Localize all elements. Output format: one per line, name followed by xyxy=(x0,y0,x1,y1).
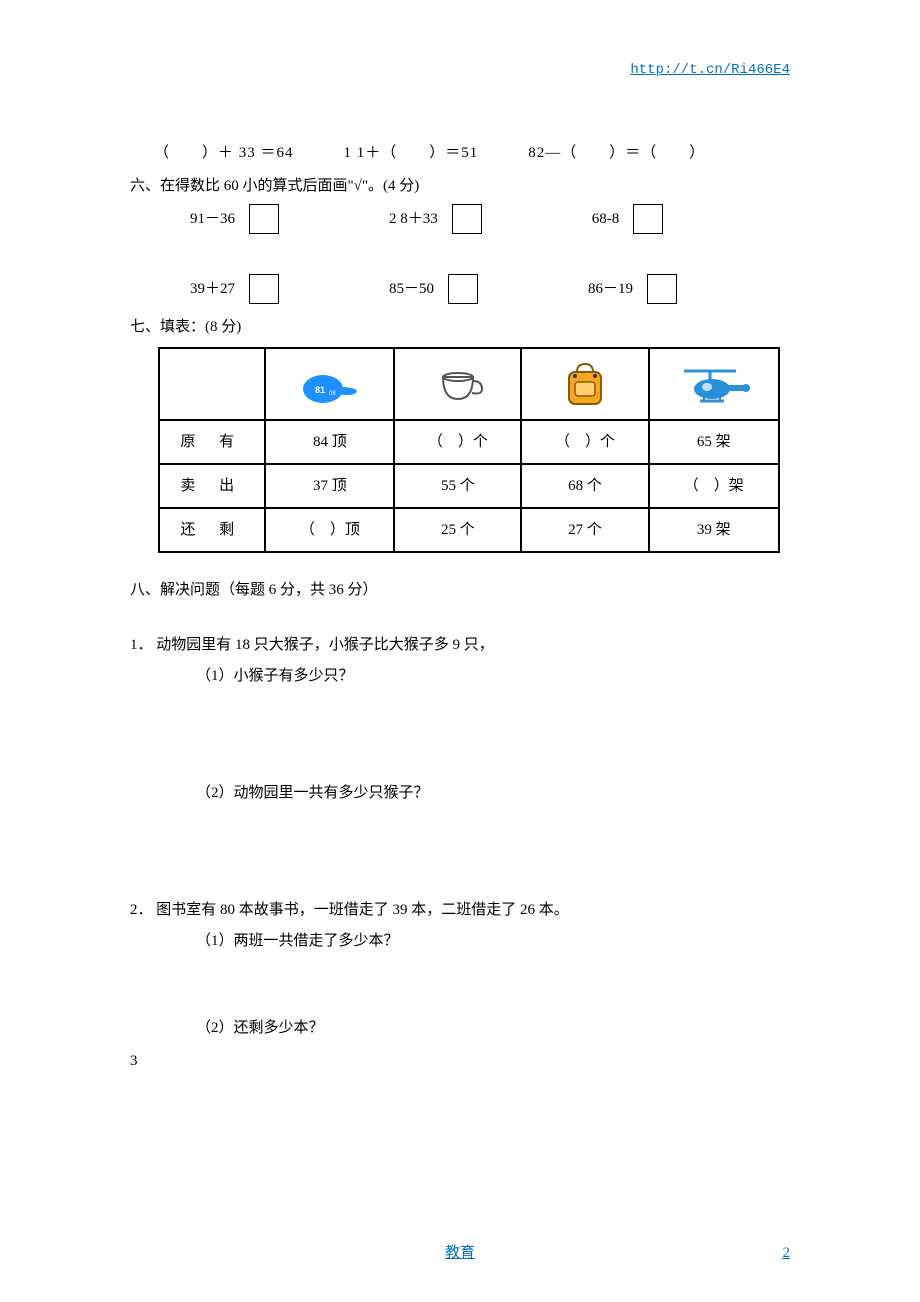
row-label: 原 有 xyxy=(159,420,265,464)
cap-icon: 81 08 xyxy=(265,348,394,420)
q2-sub1: （1）两班一共借走了多少本？ xyxy=(196,928,790,955)
check-row-2: 39＋27 85－50 86－19 xyxy=(190,274,790,304)
table-cell: 39 架 xyxy=(649,508,779,552)
cup-icon xyxy=(394,348,521,420)
check-box xyxy=(249,204,279,234)
check-expr: 85－50 xyxy=(389,276,434,303)
check-expr: 2 8＋33 xyxy=(389,206,438,233)
row-label: 还 剩 xyxy=(159,508,265,552)
row-label: 卖 出 xyxy=(159,464,265,508)
q2-stem: 2． 图书室有 80 本故事书，一班借走了 39 本，二班借走了 26 本。 xyxy=(130,897,790,924)
table-header-blank xyxy=(159,348,265,420)
check-expr: 91－36 xyxy=(190,206,235,233)
table-cell: 55 个 xyxy=(394,464,521,508)
svg-text:81: 81 xyxy=(315,385,325,395)
check-box xyxy=(647,274,677,304)
check-box xyxy=(249,274,279,304)
q1-sub2: （2）动物园里一共有多少只猴子？ xyxy=(196,780,790,807)
q1-sub1: （1）小猴子有多少只？ xyxy=(196,663,790,690)
table-cell: （ ）顶 xyxy=(265,508,394,552)
table-cell: 65 架 xyxy=(649,420,779,464)
q2-sub2: （2）还剩多少本？ xyxy=(196,1015,790,1042)
check-box xyxy=(633,204,663,234)
fill-table: 81 08 xyxy=(158,347,780,553)
check-expr: 68-8 xyxy=(592,206,620,233)
section-7-title: 七、填表：(8 分) xyxy=(130,314,790,341)
svg-text:08: 08 xyxy=(329,391,336,397)
table-cell: 25 个 xyxy=(394,508,521,552)
trailing-3: 3 xyxy=(130,1048,790,1075)
table-cell: 68 个 xyxy=(521,464,648,508)
check-box xyxy=(452,204,482,234)
header-url-link[interactable]: http://t.cn/Ri466E4 xyxy=(630,62,790,78)
q1-stem: 1． 动物园里有 18 只大猴子，小猴子比大猴子多 9 只， xyxy=(130,632,790,659)
helicopter-icon xyxy=(649,348,779,420)
equation-1: （ ）＋ 33 ＝64 xyxy=(154,140,294,167)
table-cell: （ ）个 xyxy=(394,420,521,464)
equation-3: 82―（ ）＝（ ） xyxy=(528,140,705,167)
equation-row: （ ）＋ 33 ＝64 1 1＋（ ）＝51 82―（ ）＝（ ） xyxy=(154,140,790,167)
table-cell: 84 顶 xyxy=(265,420,394,464)
bag-icon xyxy=(521,348,648,420)
equation-2: 1 1＋（ ）＝51 xyxy=(344,140,479,167)
table-cell: 27 个 xyxy=(521,508,648,552)
table-cell: （ ）个 xyxy=(521,420,648,464)
check-row-1: 91－36 2 8＋33 68-8 xyxy=(190,204,790,234)
footer-link[interactable]: 教育 xyxy=(445,1245,475,1261)
check-box xyxy=(448,274,478,304)
section-6-title: 六、在得数比 60 小的算式后面画"√"。(4 分) xyxy=(130,173,790,200)
table-cell: 37 顶 xyxy=(265,464,394,508)
page-number: 2 xyxy=(783,1245,791,1262)
check-expr: 86－19 xyxy=(588,276,633,303)
table-cell: （ ）架 xyxy=(649,464,779,508)
check-expr: 39＋27 xyxy=(190,276,235,303)
section-8-title: 八、解决问题（每题 6 分，共 36 分） xyxy=(130,577,790,604)
